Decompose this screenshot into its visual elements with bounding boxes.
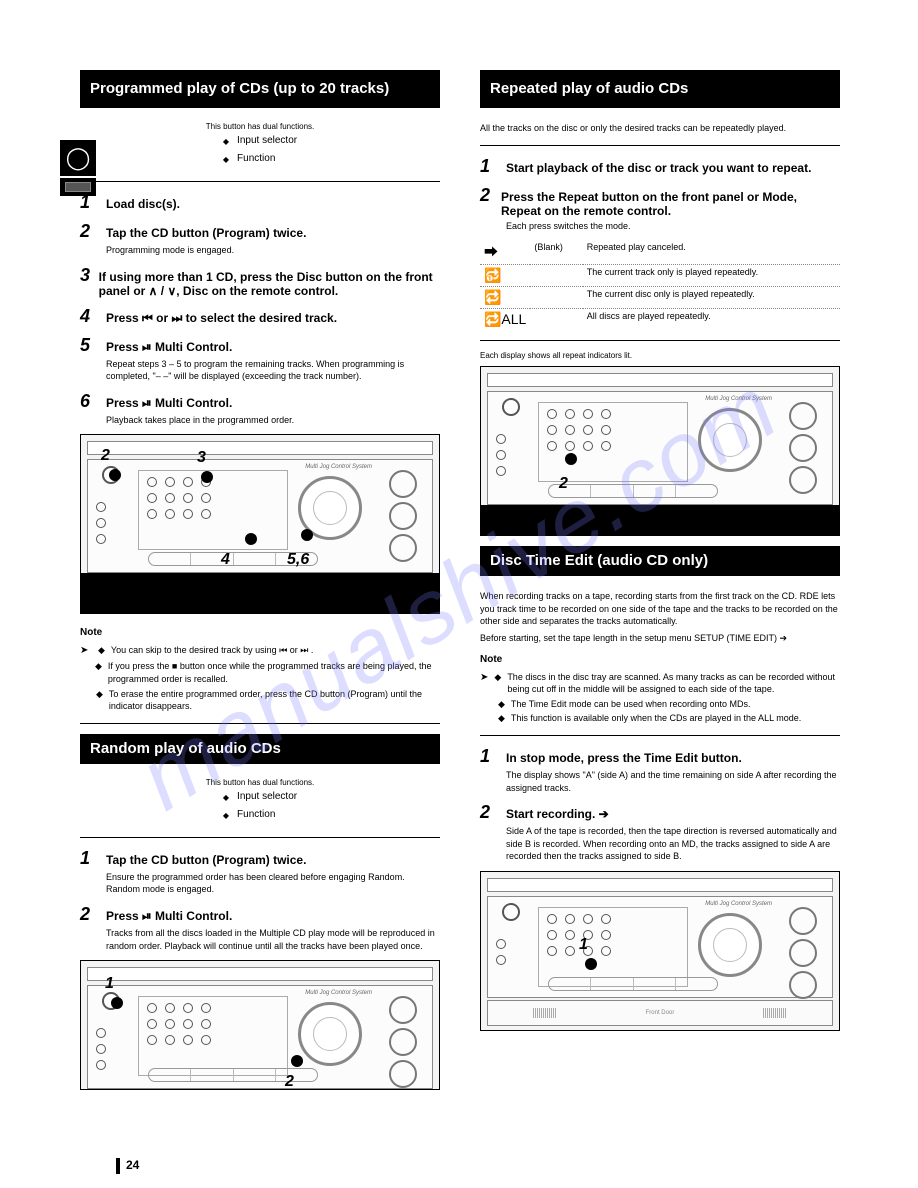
repeat-table-note: Each display shows all repeat indicators… [480,351,840,360]
repeat-one-icon: 🔂 [480,265,530,287]
step-5: 5Press ⏯ Multi Control. Repeat steps 3 –… [80,335,440,383]
step-2: 2Tap the CD button (Program) twice. Prog… [80,221,440,257]
time-edit-intro-b: Before starting, set the tape length in … [480,632,840,645]
page-number: 24 [116,1158,139,1174]
heading-random-play: Random play of audio CDs [80,734,440,764]
note-block-timeedit: Note ➤◆The discs in the disc tray are sc… [480,653,840,725]
repeat-none-icon: ⮕ [480,240,530,265]
device-black-strip-3 [480,506,840,536]
right-column: Repeated play of audio CDs All the track… [480,70,840,1090]
heading-time-edit: Disc Time Edit (audio CD only) [480,546,840,576]
heading-programmed-play: Programmed play of CDs (up to 20 tracks) [80,70,440,108]
left-column: Programmed play of CDs (up to 20 tracks)… [80,70,440,1090]
dual-row-2: ◆Function [223,153,297,167]
heading-repeated-play: Repeated play of audio CDs [480,70,840,108]
rand-step-1: 1Tap the CD button (Program) twice. Ensu… [80,848,440,896]
dual-function-sub-2: This button has dual functions. [80,778,440,787]
dual-row-1: ◆Input selector [223,135,297,149]
edit-step-1: 1In stop mode, press the Time Edit butto… [480,746,840,794]
repeat-disc-icon: 🔁 [480,287,530,309]
step-4: 4Press ⏮ or ⏭ to select the desired trac… [80,306,440,327]
edit-step-2: 2Start recording. ➔ Side A of the tape i… [480,802,840,863]
dual-function-sub: This button has dual functions. [80,122,440,131]
device-illustration-1: Multi Jog Control System 2 3 4 5,6 [80,434,440,574]
device-illustration-2: Multi Jog Control System 1 2 [80,960,440,1090]
repeat-intro: All the tracks on the disc or only the d… [480,122,840,135]
rep-step-1: 1Start playback of the disc or track you… [480,156,840,177]
page-content: Programmed play of CDs (up to 20 tracks)… [80,70,840,1130]
note-block-1: Note ➤◆You can skip to the desired track… [80,626,440,712]
repeat-all-icon: 🔁ALL [480,309,530,331]
device-black-strip-1 [80,574,440,614]
dual2-row-2: ◆Function [223,809,297,823]
repeat-mode-table: ⮕(Blank)Repeated play canceled. 🔂The cur… [480,240,840,330]
rep-step-2: 2Press the Repeat button on the front pa… [480,185,840,233]
device-illustration-4: Multi Jog Control System Front Door 1 [480,871,840,1031]
step-3: 3If using more than 1 CD, press the Disc… [80,265,440,298]
dual2-row-1: ◆Input selector [223,791,297,805]
time-edit-intro-a: When recording tracks on a tape, recordi… [480,590,840,628]
rand-step-2: 2Press ⏯ Multi Control. Tracks from all … [80,904,440,952]
device-illustration-3: Multi Jog Control System 2 [480,366,840,506]
step-1: 1Load disc(s). [80,192,440,213]
step-6: 6Press ⏯ Multi Control. Playback takes p… [80,391,440,427]
